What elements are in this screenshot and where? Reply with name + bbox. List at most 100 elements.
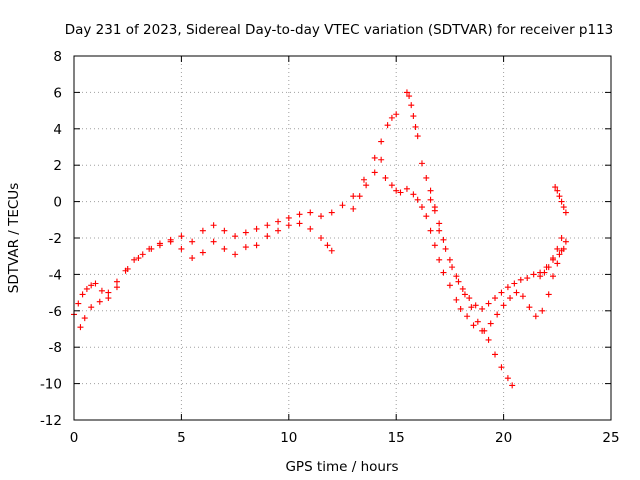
data-point (199, 227, 206, 234)
data-point (328, 247, 335, 254)
data-point (232, 233, 239, 240)
data-point (77, 324, 84, 331)
data-point (382, 174, 389, 181)
data-point (146, 245, 153, 252)
data-point (307, 225, 314, 232)
data-point (468, 304, 475, 311)
data-point (414, 133, 421, 140)
data-point (558, 235, 565, 241)
data-point (455, 278, 462, 285)
data-point (472, 302, 479, 309)
data-point (504, 284, 511, 291)
data-point (113, 284, 120, 291)
data-point (403, 185, 410, 192)
data-points (71, 89, 569, 389)
data-point (189, 238, 196, 245)
data-point (427, 196, 434, 203)
data-point (324, 242, 331, 249)
x-tick-label: 10 (280, 430, 297, 446)
chart-title: Day 231 of 2023, Sidereal Day-to-day VTE… (65, 22, 614, 38)
data-point (498, 364, 505, 371)
data-point (431, 242, 438, 249)
data-point (511, 280, 518, 287)
data-point (350, 205, 357, 212)
x-tick-label: 25 (602, 430, 619, 446)
data-point (440, 269, 447, 276)
grid-lines (74, 56, 611, 420)
data-point (440, 236, 447, 243)
data-point (554, 187, 561, 194)
data-point (539, 307, 546, 314)
data-point (339, 202, 346, 209)
data-point (560, 204, 567, 211)
data-point (446, 282, 453, 289)
data-point (562, 238, 569, 245)
series-trace-f (537, 184, 569, 280)
data-point (550, 273, 557, 280)
y-tick-label: 0 (53, 195, 62, 211)
series-trace-c (350, 156, 516, 389)
data-point (436, 220, 443, 227)
series-trace-a (71, 111, 400, 318)
data-point (504, 375, 511, 382)
data-point (412, 123, 419, 130)
data-point (363, 182, 370, 189)
data-point (178, 233, 185, 240)
data-point (436, 256, 443, 263)
data-point (446, 256, 453, 263)
data-point (253, 242, 260, 249)
x-tick-label: 5 (177, 430, 186, 446)
data-point (494, 311, 501, 318)
x-tick-labels: 0 5 10 15 20 25 (70, 430, 620, 446)
data-point (513, 289, 520, 296)
data-point (545, 291, 552, 298)
data-point (418, 204, 425, 211)
y-tick-label: -12 (40, 413, 62, 429)
data-point (408, 102, 415, 109)
data-point (554, 245, 561, 252)
y-tick-label: -4 (49, 267, 62, 283)
data-point (541, 269, 548, 276)
data-point (532, 313, 539, 320)
data-point (221, 227, 228, 234)
data-point (442, 245, 449, 252)
data-point (371, 154, 378, 161)
data-point (418, 160, 425, 167)
data-point (554, 260, 561, 267)
data-point (135, 255, 142, 262)
data-point (431, 207, 438, 214)
data-point (485, 336, 492, 343)
data-point (492, 351, 499, 358)
y-axis-label: SDTVAR / TECUs (6, 183, 22, 293)
data-point (423, 213, 430, 220)
series-trace-b (77, 220, 335, 331)
data-point (449, 264, 456, 271)
data-point (210, 238, 217, 245)
data-point (397, 189, 404, 196)
data-point (474, 318, 481, 325)
y-tick-labels: -12 -10 -8 -6 -4 -2 0 2 4 6 8 (40, 49, 62, 429)
y-tick-label: -2 (49, 231, 62, 247)
data-point (481, 327, 488, 334)
data-point (393, 187, 400, 194)
data-point (105, 295, 112, 302)
data-point (264, 233, 271, 240)
data-point (98, 287, 105, 294)
data-point (562, 209, 569, 216)
data-point (264, 222, 271, 229)
data-point (275, 227, 282, 234)
data-point (318, 213, 325, 220)
data-point (384, 122, 391, 129)
data-point (552, 184, 559, 191)
y-tick-label: -10 (40, 377, 62, 393)
data-point (242, 244, 249, 251)
data-point (519, 293, 526, 300)
data-point (296, 220, 303, 227)
data-point (350, 193, 357, 200)
data-point (139, 251, 146, 258)
data-point (360, 176, 367, 183)
data-point (371, 169, 378, 176)
data-point (517, 276, 524, 283)
axis-ticks (73, 55, 612, 421)
data-point (509, 382, 516, 389)
